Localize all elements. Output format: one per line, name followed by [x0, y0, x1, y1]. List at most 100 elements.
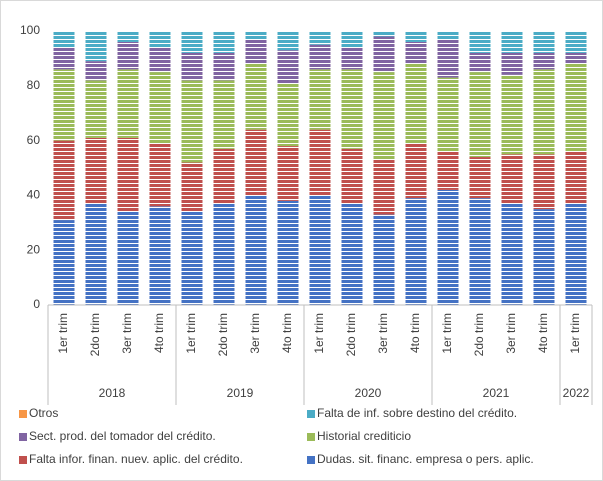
x-tick-label: 4to trim — [408, 313, 422, 353]
x-tick-label: 1er trim — [440, 313, 454, 354]
bar-segment — [501, 203, 523, 305]
x-tick-label: 1er trim — [568, 313, 582, 354]
bar-segment — [469, 198, 491, 305]
bar-segment — [405, 143, 427, 199]
bar-segment — [565, 31, 587, 53]
x-tick-label: 3er trim — [120, 313, 134, 354]
bar-segment — [213, 31, 235, 53]
bar-segment — [469, 31, 491, 53]
bar-segment — [53, 69, 75, 141]
bar-segment — [501, 154, 523, 204]
bar-segment — [53, 47, 75, 70]
bar-segment — [373, 36, 395, 73]
bar-segment — [245, 31, 267, 40]
bar-segment — [245, 129, 267, 196]
x-tick-label: 3er trim — [248, 313, 262, 354]
bar-segment — [341, 148, 363, 204]
x-tick-label: 4to trim — [152, 313, 166, 353]
bar-segment — [341, 47, 363, 70]
bar-segment — [149, 47, 171, 73]
y-tick-label: 0 — [33, 297, 40, 311]
x-tick-label: 2do trim — [344, 313, 358, 356]
x-tick-label: 3er trim — [376, 313, 390, 354]
x-tick-label: 1er trim — [312, 313, 326, 354]
bar-segment — [213, 148, 235, 204]
bar-segment — [501, 52, 523, 75]
bar-segment — [309, 69, 331, 130]
bar-segment — [533, 69, 555, 155]
legend-swatch — [307, 456, 315, 464]
bar-segment — [373, 72, 395, 160]
bar-segment — [181, 52, 203, 81]
bar-segment — [341, 203, 363, 305]
legend-label: Dudas. sit. financ. empresa o pers. apli… — [317, 452, 534, 466]
bar-segment — [533, 209, 555, 305]
legend-swatch — [19, 410, 27, 418]
bar-segment — [181, 211, 203, 305]
bar-segment — [565, 203, 587, 305]
bar-segment — [245, 39, 267, 64]
legend-swatch — [307, 433, 315, 441]
x-tick-label: 2do trim — [216, 313, 230, 356]
bar-segment — [85, 61, 107, 81]
bar-segment — [181, 162, 203, 212]
bar-segment — [213, 203, 235, 305]
bar-segment — [245, 195, 267, 305]
bar-segment — [117, 41, 139, 70]
bar-segment — [85, 80, 107, 138]
y-tick-label: 40 — [27, 188, 41, 202]
group-label: 2019 — [227, 386, 254, 400]
bar-segment — [437, 189, 459, 305]
bar-segment — [341, 69, 363, 149]
legend-swatch — [19, 456, 27, 464]
bar-segment — [565, 63, 587, 152]
bar-segment — [149, 143, 171, 207]
bar-segment — [53, 140, 75, 221]
bar-segment — [277, 50, 299, 84]
bar-segment — [277, 31, 299, 51]
bar-segment — [533, 154, 555, 210]
bar-segment — [117, 31, 139, 42]
x-tick-label: 1er trim — [184, 313, 198, 354]
bar-segment — [53, 220, 75, 305]
bar-segment — [565, 52, 587, 64]
bar-segment — [405, 31, 427, 42]
bar-segment — [277, 146, 299, 201]
y-tick-label: 20 — [27, 242, 41, 256]
x-tick-label: 2do trim — [472, 313, 486, 356]
group-label: 2018 — [99, 386, 126, 400]
bar-segment — [213, 52, 235, 81]
y-tick-label: 80 — [27, 78, 41, 92]
bar-segment — [341, 31, 363, 48]
legend-swatch — [19, 433, 27, 441]
bar-segment — [85, 137, 107, 204]
bar-segment — [181, 31, 203, 53]
bar-segment — [469, 72, 491, 158]
bar-segment — [53, 31, 75, 48]
bar-segment — [309, 44, 331, 70]
group-label: 2020 — [355, 386, 382, 400]
bar-segment — [373, 214, 395, 305]
bar-segment — [405, 41, 427, 64]
x-tick-label: 2do trim — [88, 313, 102, 356]
bar-segment — [213, 80, 235, 149]
bar-segment — [309, 129, 331, 196]
bar-segment — [373, 159, 395, 215]
legend-label: Falta de inf. sobre destino del crédito. — [317, 406, 517, 420]
bar-segment — [149, 206, 171, 305]
bar-segment — [533, 31, 555, 53]
bar-segment — [437, 31, 459, 40]
legend-label: Otros — [29, 406, 58, 420]
bar-segment — [117, 137, 139, 212]
bar-segment — [117, 69, 139, 138]
bar-segment — [277, 83, 299, 147]
bar-segment — [85, 203, 107, 305]
y-tick-label: 60 — [27, 133, 41, 147]
bar-segment — [533, 52, 555, 70]
bar-segment — [469, 157, 491, 199]
bar-segment — [245, 63, 267, 130]
legend-swatch — [307, 410, 315, 418]
bar-segment — [437, 151, 459, 190]
bar-segment — [85, 31, 107, 62]
